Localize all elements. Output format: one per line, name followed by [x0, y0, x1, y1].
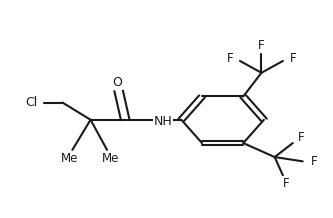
Text: Me: Me [102, 152, 119, 165]
Text: F: F [258, 39, 265, 52]
Text: Cl: Cl [25, 96, 37, 109]
Text: F: F [227, 52, 233, 65]
Text: F: F [283, 177, 289, 190]
Text: F: F [311, 155, 318, 168]
Text: O: O [112, 76, 122, 89]
Text: Me: Me [60, 152, 78, 165]
Text: F: F [289, 52, 296, 65]
Text: F: F [298, 131, 304, 144]
Text: NH: NH [154, 115, 172, 128]
